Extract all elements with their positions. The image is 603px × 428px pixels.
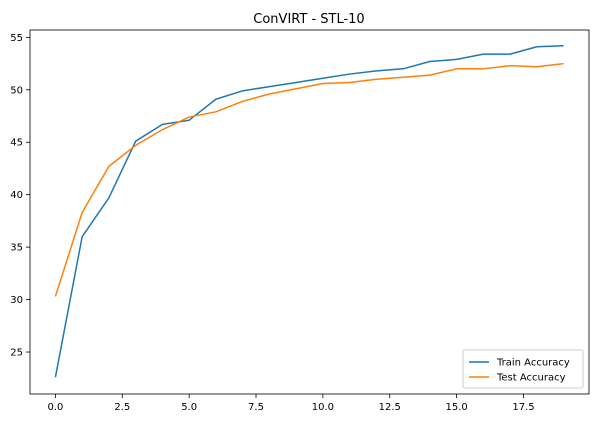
chart-title: ConVIRT - STL-10 bbox=[253, 12, 364, 27]
x-axis: 0.0 2.5 5.0 7.5 10.0 12.5 15.0 17.5 bbox=[47, 394, 535, 413]
plot-area bbox=[30, 30, 589, 394]
x-tick-label: 12.5 bbox=[379, 402, 401, 413]
y-tick-label: 55 bbox=[10, 33, 23, 44]
x-tick-label: 5.0 bbox=[181, 402, 197, 413]
legend-label: Test Accuracy bbox=[496, 373, 566, 384]
legend-label: Train Accuracy bbox=[496, 358, 570, 369]
series-line-test-accuracy bbox=[54, 62, 564, 297]
y-tick-label: 50 bbox=[10, 85, 23, 96]
legend: Train Accuracy Test Accuracy bbox=[462, 349, 584, 389]
x-tick-label: 2.5 bbox=[114, 402, 130, 413]
y-tick-label: 30 bbox=[10, 295, 23, 306]
y-tick-label: 35 bbox=[10, 243, 23, 254]
x-tick-label: 7.5 bbox=[248, 402, 264, 413]
plot-frame bbox=[29, 29, 590, 395]
x-tick-label: 15.0 bbox=[445, 402, 467, 413]
x-tick-label: 0.0 bbox=[47, 402, 63, 413]
y-axis: 25 30 35 40 45 50 55 bbox=[10, 33, 30, 359]
y-tick-label: 45 bbox=[10, 138, 23, 149]
x-tick-label: 17.5 bbox=[512, 402, 534, 413]
x-tick-label: 10.0 bbox=[312, 402, 334, 413]
y-tick-label: 25 bbox=[10, 348, 23, 359]
legend-box bbox=[462, 349, 584, 389]
y-tick-label: 40 bbox=[10, 190, 23, 201]
series-lines bbox=[54, 44, 564, 378]
series-line-train-accuracy bbox=[54, 44, 564, 378]
